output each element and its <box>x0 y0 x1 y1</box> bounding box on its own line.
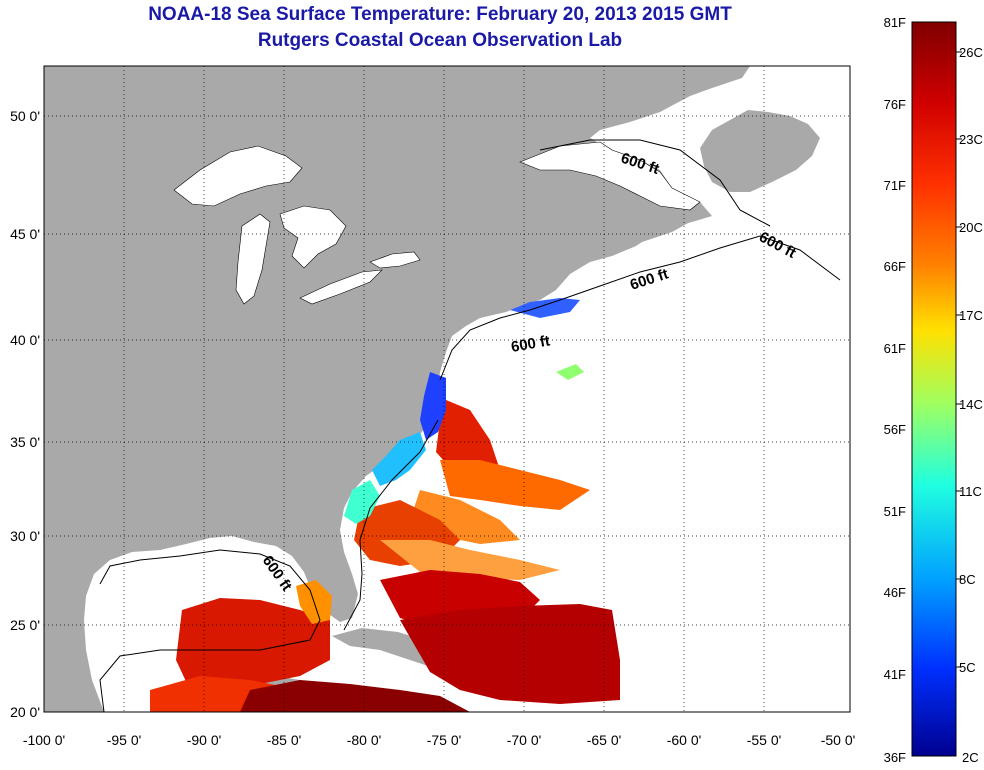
celsius-label: 23C <box>959 132 983 147</box>
lon-tick-label: -55 0' <box>747 732 782 748</box>
lon-tick-label: -85 0' <box>267 732 302 748</box>
celsius-ticks <box>956 51 962 668</box>
fahrenheit-label: 66F <box>884 259 906 274</box>
north-america-land <box>44 66 750 712</box>
lon-tick-label: -90 0' <box>187 732 222 748</box>
fahrenheit-label: 41F <box>884 667 906 682</box>
lon-tick-label: -95 0' <box>107 732 142 748</box>
map-frame <box>43 65 851 713</box>
fahrenheit-label: 71F <box>884 178 906 193</box>
map-subtitle: Rutgers Coastal Ocean Observation Lab <box>257 30 623 51</box>
celsius-label: 26C <box>959 45 983 60</box>
lat-tick-label: 20 0' <box>10 704 40 720</box>
gulf-of-st-lawrence <box>519 141 701 211</box>
contour-line-north <box>439 235 841 381</box>
contour-label: 600 ft <box>510 332 552 356</box>
maritimes-land <box>580 208 690 252</box>
lat-tick-label: 45 0' <box>10 226 40 242</box>
lat-tick-label: 30 0' <box>10 528 40 544</box>
map-title: NOAA-18 Sea Surface Temperature: Februar… <box>148 4 732 25</box>
celsius-label: 5C <box>959 660 976 675</box>
fahrenheit-label: 81F <box>884 15 906 30</box>
contour-line-south <box>343 419 439 631</box>
celsius-label: 8C <box>959 572 976 587</box>
color-scale-bar <box>911 21 957 757</box>
newfoundland-land <box>700 110 820 192</box>
lake-ontario <box>369 251 421 269</box>
lon-tick-label: -60 0' <box>667 732 702 748</box>
lat-tick-label: 50 0' <box>10 108 40 124</box>
sst-data-layer <box>150 298 620 712</box>
celsius-label: 11C <box>959 484 982 499</box>
celsius-label: 17C <box>959 308 983 323</box>
fahrenheit-label: 61F <box>884 341 906 356</box>
contour-line-east <box>539 139 771 227</box>
lon-tick-label: -70 0' <box>507 732 542 748</box>
lake-huron <box>279 205 347 269</box>
fahrenheit-label: 36F <box>884 750 906 765</box>
fahrenheit-label: 46F <box>884 585 906 600</box>
lat-tick-label: 40 0' <box>10 332 40 348</box>
celsius-label: 2C <box>962 750 979 765</box>
fahrenheit-label: 51F <box>884 504 906 519</box>
fahrenheit-label: 76F <box>884 97 906 112</box>
celsius-label: 14C <box>959 397 983 412</box>
lake-superior <box>173 145 303 207</box>
lon-tick-label: -75 0' <box>427 732 462 748</box>
lat-tick-label: 35 0' <box>10 434 40 450</box>
fahrenheit-label: 56F <box>884 422 906 437</box>
lon-tick-label: -80 0' <box>347 732 382 748</box>
lon-tick-label: -65 0' <box>587 732 622 748</box>
lake-michigan <box>235 213 271 305</box>
lat-tick-label: 25 0' <box>10 617 40 633</box>
lon-tick-label: -100 0' <box>23 732 65 748</box>
contour-line-gulf <box>99 549 321 712</box>
lake-erie <box>299 269 383 305</box>
celsius-label: 20C <box>959 220 983 235</box>
lon-tick-label: -50 0' <box>821 732 856 748</box>
